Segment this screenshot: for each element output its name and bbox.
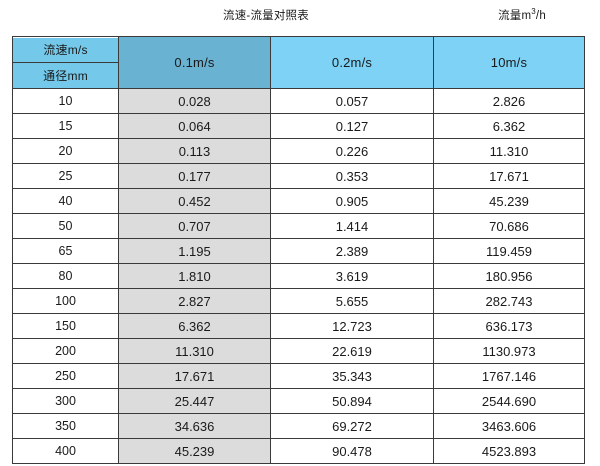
cell-flow-rate-0: 0.028 [118, 88, 271, 114]
table-row: 20 0.113 0.226 11.310 [12, 138, 585, 164]
cell-flow-rate-0: 25.447 [118, 388, 271, 414]
cell-flow-rate-1: 5.655 [270, 288, 434, 314]
table-row: 80 1.810 3.619 180.956 [12, 263, 585, 289]
cell-flow-rate-1: 1.414 [270, 213, 434, 239]
corner-header-velocity-label: 流速m/s [13, 37, 118, 63]
table-row: 200 11.310 22.619 1130.973 [12, 338, 585, 364]
cell-flow-rate-2: 3463.606 [433, 413, 585, 439]
cell-nominal-diameter: 150 [12, 313, 119, 339]
cell-nominal-diameter: 25 [12, 163, 119, 189]
cell-flow-rate-0: 0.452 [118, 188, 271, 214]
flow-velocity-table: 流速m/s 通径mm 0.1m/s 0.2m/s 10m/s 10 0.028 0.… [12, 36, 585, 464]
cell-flow-rate-2: 4523.893 [433, 438, 585, 464]
cell-flow-rate-2: 1767.146 [433, 363, 585, 389]
cell-flow-rate-0: 0.177 [118, 163, 271, 189]
cell-nominal-diameter: 40 [12, 188, 119, 214]
table-row: 250 17.671 35.343 1767.146 [12, 363, 585, 389]
cell-flow-rate-0: 11.310 [118, 338, 271, 364]
cell-flow-rate-1: 22.619 [270, 338, 434, 364]
cell-flow-rate-1: 0.905 [270, 188, 434, 214]
cell-flow-rate-0: 0.113 [118, 138, 271, 164]
table-body: 10 0.028 0.057 2.826 15 0.064 0.127 6.362 20 0.11… [12, 88, 585, 464]
cell-nominal-diameter: 80 [12, 263, 119, 289]
cell-nominal-diameter: 100 [12, 288, 119, 314]
flow-unit-suffix: /h [535, 10, 546, 22]
cell-flow-rate-2: 636.173 [433, 313, 585, 339]
caption-row: 流速-流量对照表 流量m3/h [0, 0, 600, 36]
cell-flow-rate-1: 3.619 [270, 263, 434, 289]
column-header-velocity-1: 0.2m/s [270, 36, 434, 89]
table-row: 10 0.028 0.057 2.826 [12, 88, 585, 114]
flow-unit-label: 流量m3/h [452, 7, 592, 23]
cell-nominal-diameter: 15 [12, 113, 119, 139]
cell-flow-rate-1: 69.272 [270, 413, 434, 439]
cell-flow-rate-1: 90.478 [270, 438, 434, 464]
cell-flow-rate-2: 1130.973 [433, 338, 585, 364]
cell-flow-rate-0: 45.239 [118, 438, 271, 464]
cell-flow-rate-2: 180.956 [433, 263, 585, 289]
cell-flow-rate-2: 119.459 [433, 238, 585, 264]
table-header: 流速m/s 通径mm 0.1m/s 0.2m/s 10m/s [12, 36, 585, 89]
cell-flow-rate-1: 0.127 [270, 113, 434, 139]
cell-flow-rate-1: 12.723 [270, 313, 434, 339]
table-row: 350 34.636 69.272 3463.606 [12, 413, 585, 439]
chart-title: 流速-流量对照表 [223, 10, 309, 22]
flow-unit-prefix: 流量m [498, 10, 532, 22]
cell-flow-rate-2: 2.826 [433, 88, 585, 114]
cell-nominal-diameter: 350 [12, 413, 119, 439]
cell-nominal-diameter: 20 [12, 138, 119, 164]
cell-flow-rate-0: 0.064 [118, 113, 271, 139]
cell-flow-rate-2: 282.743 [433, 288, 585, 314]
table-row: 400 45.239 90.478 4523.893 [12, 438, 585, 464]
cell-nominal-diameter: 65 [12, 238, 119, 264]
cell-flow-rate-2: 70.686 [433, 213, 585, 239]
flow-velocity-table-container: 流速m/s 通径mm 0.1m/s 0.2m/s 10m/s 10 0.028 0.… [12, 36, 585, 464]
table-row: 50 0.707 1.414 70.686 [12, 213, 585, 239]
cell-flow-rate-2: 45.239 [433, 188, 585, 214]
cell-flow-rate-2: 6.362 [433, 113, 585, 139]
table-row: 65 1.195 2.389 119.459 [12, 238, 585, 264]
table-row: 25 0.177 0.353 17.671 [12, 163, 585, 189]
cell-nominal-diameter: 400 [12, 438, 119, 464]
table-row: 100 2.827 5.655 282.743 [12, 288, 585, 314]
column-header-velocity-2: 10m/s [433, 36, 585, 89]
cell-flow-rate-0: 2.827 [118, 288, 271, 314]
cell-flow-rate-1: 0.057 [270, 88, 434, 114]
table-row: 300 25.447 50.894 2544.690 [12, 388, 585, 414]
corner-header-stack: 流速m/s 通径mm [13, 37, 118, 88]
corner-header-diameter-label: 通径mm [13, 62, 118, 88]
cell-flow-rate-0: 6.362 [118, 313, 271, 339]
cell-flow-rate-1: 35.343 [270, 363, 434, 389]
table-row: 150 6.362 12.723 636.173 [12, 313, 585, 339]
cell-flow-rate-2: 2544.690 [433, 388, 585, 414]
cell-flow-rate-0: 1.810 [118, 263, 271, 289]
cell-nominal-diameter: 250 [12, 363, 119, 389]
cell-nominal-diameter: 10 [12, 88, 119, 114]
cell-flow-rate-1: 2.389 [270, 238, 434, 264]
table-row: 40 0.452 0.905 45.239 [12, 188, 585, 214]
cell-nominal-diameter: 50 [12, 213, 119, 239]
cell-flow-rate-0: 0.707 [118, 213, 271, 239]
table-header-row: 流速m/s 通径mm 0.1m/s 0.2m/s 10m/s [12, 36, 585, 89]
cell-flow-rate-1: 0.353 [270, 163, 434, 189]
cell-nominal-diameter: 200 [12, 338, 119, 364]
table-row: 15 0.064 0.127 6.362 [12, 113, 585, 139]
cell-flow-rate-1: 50.894 [270, 388, 434, 414]
flow-unit-superscript: 3 [531, 7, 536, 17]
cell-flow-rate-1: 0.226 [270, 138, 434, 164]
cell-flow-rate-2: 11.310 [433, 138, 585, 164]
corner-header-cell: 流速m/s 通径mm [12, 36, 119, 89]
cell-nominal-diameter: 300 [12, 388, 119, 414]
cell-flow-rate-0: 34.636 [118, 413, 271, 439]
column-header-velocity-0: 0.1m/s [118, 36, 271, 89]
cell-flow-rate-0: 1.195 [118, 238, 271, 264]
cell-flow-rate-0: 17.671 [118, 363, 271, 389]
cell-flow-rate-2: 17.671 [433, 163, 585, 189]
